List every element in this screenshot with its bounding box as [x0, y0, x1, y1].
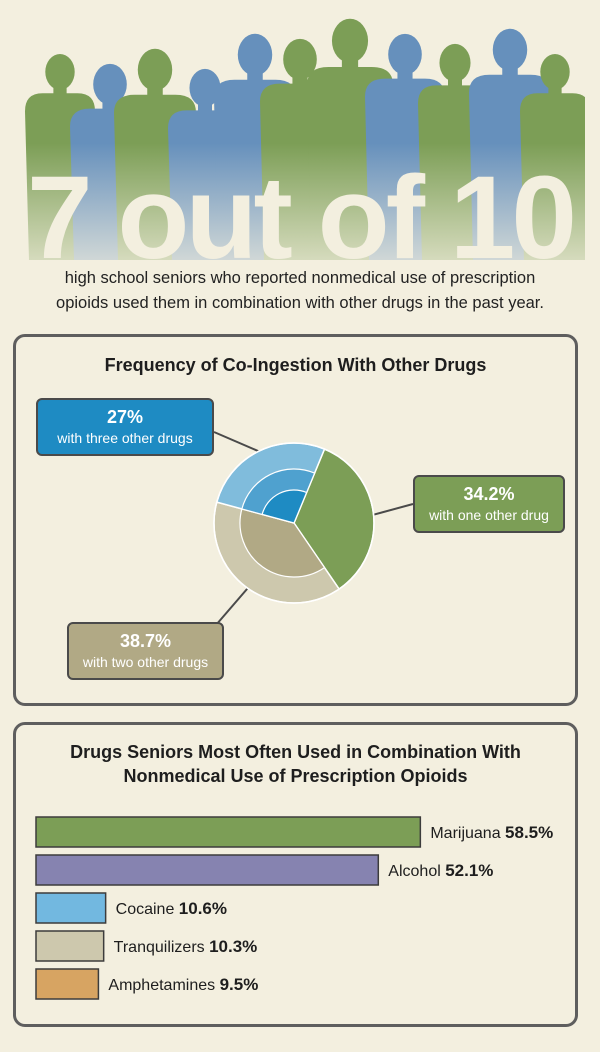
bar-label: Amphetamines 9.5%	[108, 975, 258, 994]
callout-two-other-drugs: 38.7% with two other drugs	[67, 622, 224, 680]
pie-outline	[213, 442, 375, 604]
hero-subtitle: high school seniors who reported nonmedi…	[0, 266, 600, 316]
bar-label: Tranquilizers 10.3%	[114, 937, 258, 956]
callout-three-label: with three other drugs	[57, 430, 193, 446]
bar-category-label: Marijuana	[430, 825, 505, 842]
bar-row: Amphetamines 9.5%	[35, 968, 258, 1000]
bar-category-label: Tranquilizers	[114, 939, 209, 956]
bar-label: Alcohol 52.1%	[388, 861, 493, 880]
hero-subtitle-line-1: high school seniors who reported nonmedi…	[64, 269, 536, 287]
bar-chart-title: Drugs Seniors Most Often Used in Combina…	[16, 740, 575, 788]
bar	[35, 892, 107, 924]
pie-slice-inner-ring	[239, 508, 326, 578]
bar	[35, 968, 100, 1000]
callout-one-pct: 34.2%	[463, 484, 515, 504]
combination-drugs-panel: Drugs Seniors Most Often Used in Combina…	[13, 722, 578, 1027]
bar-chart-title-line-2: Nonmedical Use of Prescription Opioids	[123, 766, 468, 786]
pie-chart-title: Frequency of Co-Ingestion With Other Dru…	[104, 355, 487, 375]
bar-category-label: Amphetamines	[108, 977, 219, 994]
bar-value-label: 58.5%	[505, 823, 553, 842]
callout-three-pct: 27%	[106, 407, 144, 427]
connector-one	[373, 503, 414, 516]
callout-three-other-drugs: 27% with three other drugs	[36, 398, 214, 456]
callout-one-other-drug: 34.2% with one other drug	[413, 475, 565, 533]
callout-two-label: with two other drugs	[82, 654, 209, 670]
bar-row: Cocaine 10.6%	[35, 892, 227, 924]
hero-subtitle-line-2: opioids used them in combination with ot…	[56, 294, 544, 312]
silhouette-crowd-image: 7 out of 10	[15, 0, 585, 260]
callout-one-label: with one other drug	[429, 507, 549, 523]
bar-row: Alcohol 52.1%	[35, 854, 493, 886]
bar-chart-title-line-1: Drugs Seniors Most Often Used in Combina…	[70, 742, 521, 762]
bar	[35, 816, 422, 848]
bar	[35, 930, 105, 962]
co-ingestion-panel: Frequency of Co-Ingestion With Other Dru…	[13, 334, 578, 706]
bar	[35, 854, 380, 886]
hero-headline: 7 out of 10	[27, 152, 573, 260]
bar-row: Marijuana 58.5%	[35, 816, 553, 848]
connector-three	[213, 431, 260, 453]
bar-value-label: 9.5%	[220, 975, 259, 994]
combination-drugs-bar-chart: Marijuana 58.5% Alcohol 52.1% Cocaine 10.6…	[35, 816, 553, 1000]
callout-connectors	[213, 431, 414, 626]
bar-category-label: Alcohol	[388, 863, 445, 880]
callout-two-pct: 38.7%	[119, 631, 172, 651]
co-ingestion-pie-chart	[213, 431, 414, 626]
hero-banner: 7 out of 10	[15, 0, 585, 260]
connector-two	[215, 587, 249, 626]
bar-label: Cocaine 10.6%	[116, 899, 227, 918]
fade-overlay	[15, 0, 585, 260]
bar-label: Marijuana 58.5%	[430, 823, 553, 842]
pie-slice-inner-ring	[261, 489, 308, 524]
bar-value-label: 10.6%	[179, 899, 227, 918]
bar-value-label: 52.1%	[445, 861, 493, 880]
bar-value-label: 10.3%	[209, 937, 257, 956]
bar-category-label: Cocaine	[116, 901, 179, 918]
bar-row: Tranquilizers 10.3%	[35, 930, 258, 962]
pie-slices	[213, 442, 375, 604]
